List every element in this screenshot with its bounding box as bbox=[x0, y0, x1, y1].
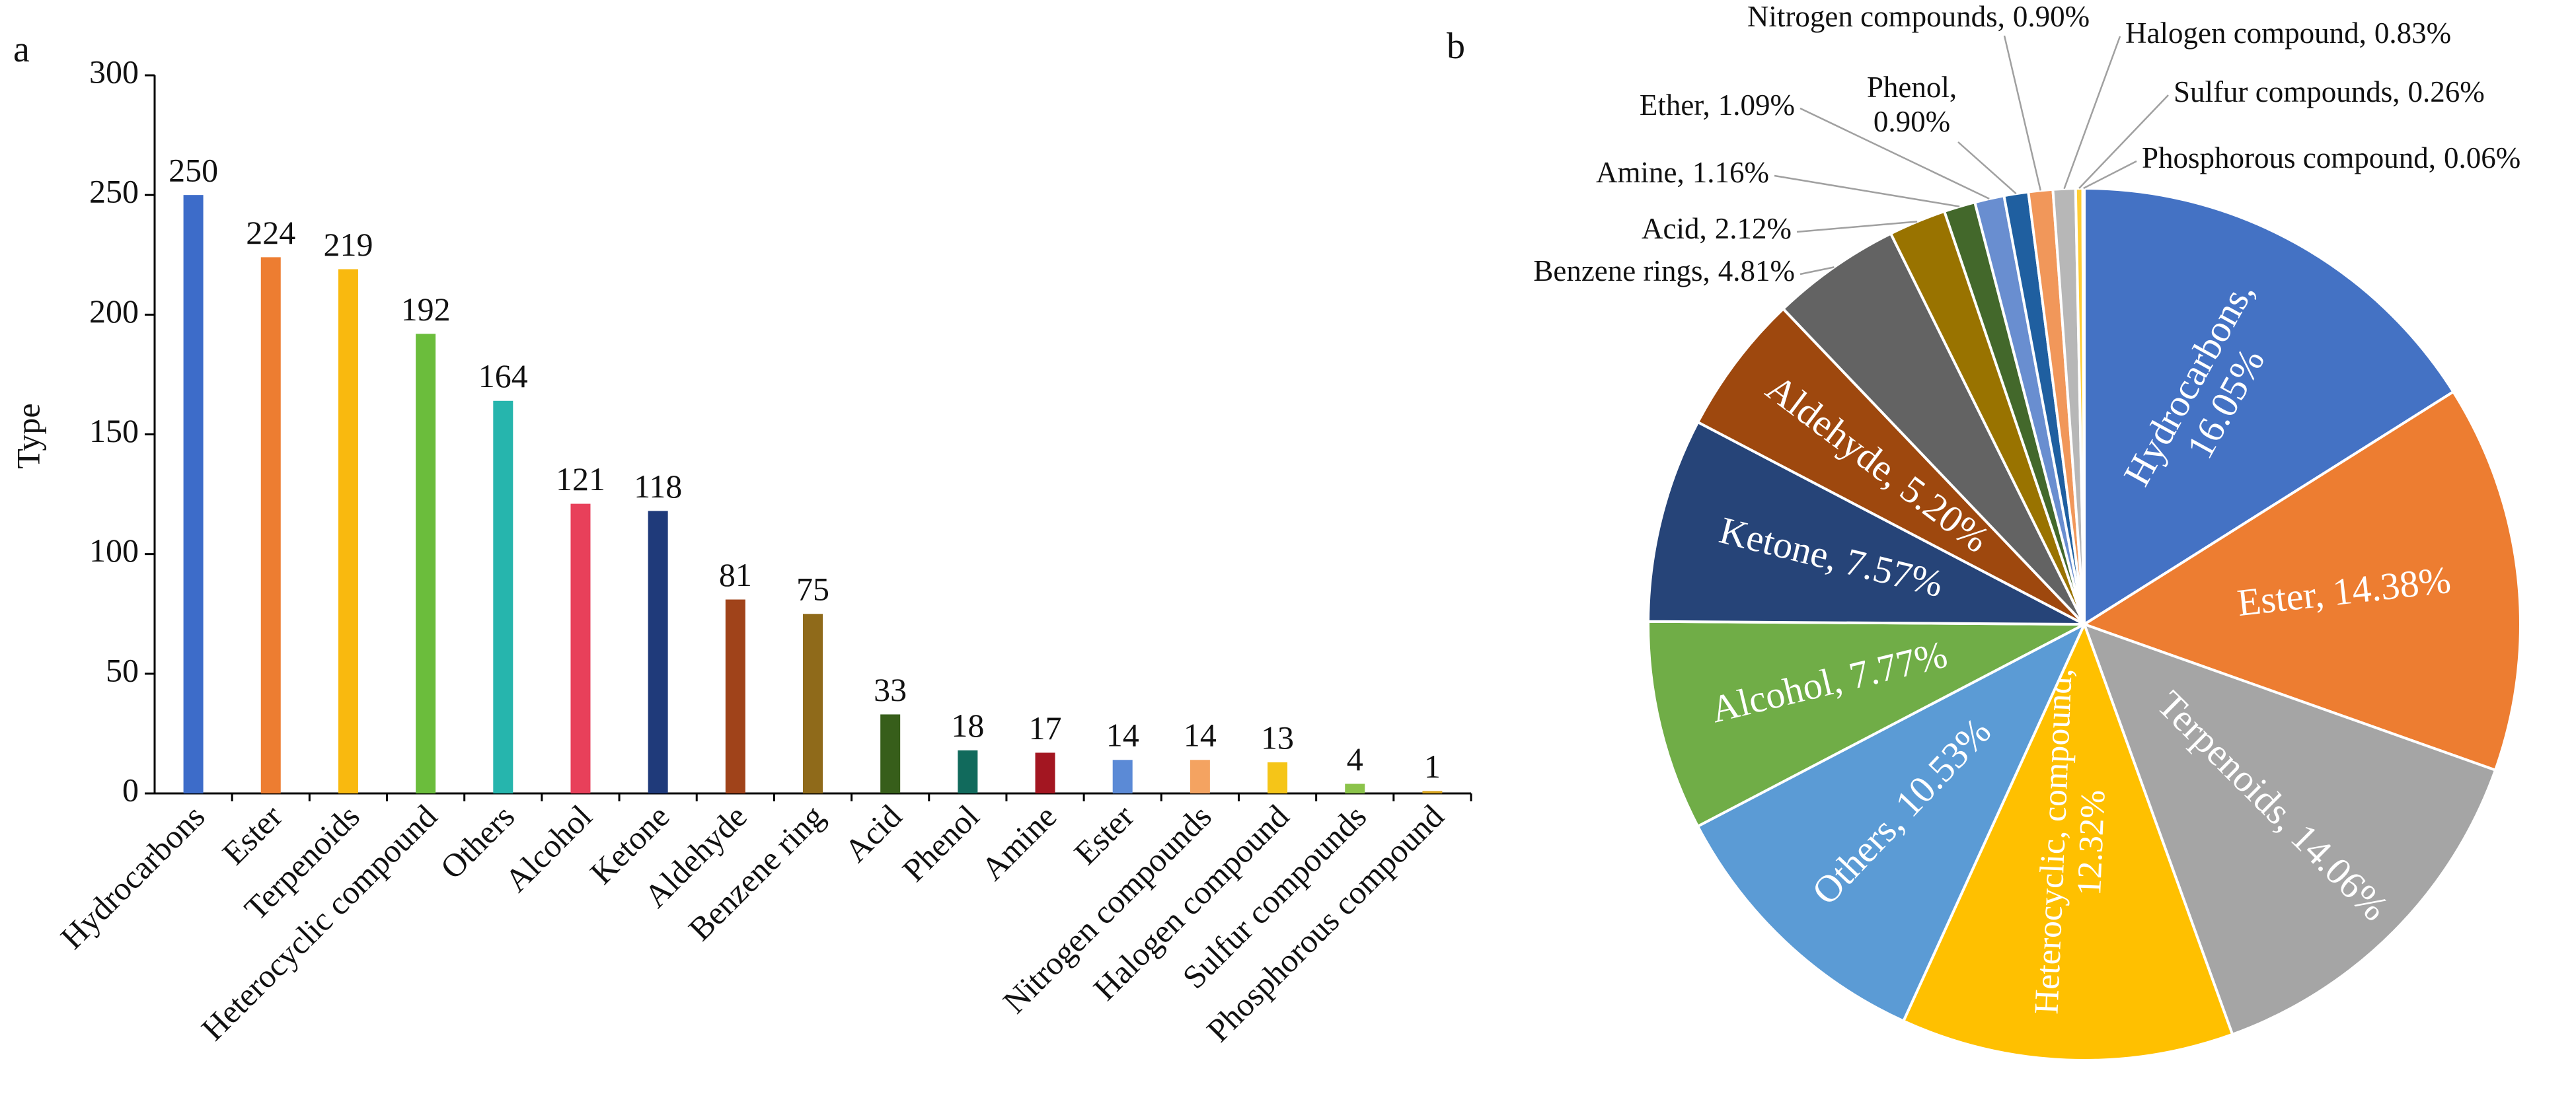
y-tick-label: 0 bbox=[122, 771, 139, 808]
pie-slice bbox=[2083, 186, 2456, 627]
slice-label-name: Ester, bbox=[2235, 572, 2326, 624]
slice-label-value: 0.83% bbox=[2374, 17, 2451, 50]
slice-label-name: Ether, bbox=[1640, 89, 1710, 122]
slice-label-value: 0.06% bbox=[2444, 141, 2520, 174]
panel-label: b bbox=[1447, 26, 1465, 67]
slice-label-value: 12.32% bbox=[2070, 789, 2112, 896]
slice-label: Acid, 2.12% bbox=[1642, 212, 1792, 245]
slice-label: Halogen compound, 0.83% bbox=[2125, 17, 2451, 50]
slice-label: Phenol, 0.90% bbox=[1867, 71, 1957, 138]
bar bbox=[1190, 760, 1210, 793]
leader-line bbox=[1957, 141, 2017, 195]
slice-label: Benzene rings, 4.81% bbox=[1533, 254, 1795, 287]
bar bbox=[338, 269, 358, 793]
slice-label-name: Sulfur compounds, bbox=[2174, 75, 2400, 108]
bar bbox=[1345, 784, 1365, 793]
pie-slice bbox=[1696, 307, 2086, 626]
slice-label-value: 2.12% bbox=[1715, 212, 1792, 245]
leader-line bbox=[1799, 107, 1990, 200]
y-tick-label: 250 bbox=[89, 173, 139, 210]
y-tick-label: 50 bbox=[106, 651, 139, 688]
data-label: 14 bbox=[1106, 717, 1139, 754]
x-tick-label: Alcohol bbox=[498, 797, 599, 899]
y-tick-label: 150 bbox=[89, 412, 139, 449]
slice-label-name: Benzene rings, bbox=[1533, 254, 1710, 287]
pie-slice bbox=[2081, 186, 2086, 625]
y-tick-label: 200 bbox=[89, 293, 139, 330]
leader-line bbox=[1799, 266, 1835, 275]
data-label: 4 bbox=[1347, 741, 1363, 778]
panel-label: a bbox=[13, 29, 30, 70]
bar bbox=[958, 750, 978, 793]
bar bbox=[493, 400, 513, 793]
data-label: 192 bbox=[401, 291, 451, 328]
data-label: 75 bbox=[796, 571, 829, 608]
leader-line bbox=[2083, 160, 2137, 190]
slice-label-value: 4.81% bbox=[1718, 254, 1795, 287]
x-tick-label: Hydrocarbons bbox=[54, 797, 212, 956]
data-label: 164 bbox=[478, 357, 528, 394]
slice-label-value: 1.09% bbox=[1718, 89, 1795, 122]
y-axis-label: Type bbox=[9, 403, 46, 468]
bar bbox=[1422, 791, 1443, 793]
pie-slice bbox=[1696, 621, 2088, 1023]
slice-label: Ether, 1.09% bbox=[1640, 89, 1795, 122]
leader-line bbox=[1774, 174, 1960, 207]
slice-label-name: Acid, bbox=[1642, 212, 1707, 245]
bar bbox=[183, 195, 204, 794]
x-tick-label: Acid bbox=[837, 797, 909, 869]
y-tick-label: 100 bbox=[89, 532, 139, 569]
slice-label-name: Phosphorous compound, bbox=[2142, 141, 2436, 174]
slice-label-name: Amine, bbox=[1596, 156, 1685, 189]
data-label: 17 bbox=[1029, 710, 1062, 747]
bar bbox=[803, 614, 823, 793]
bar bbox=[416, 334, 436, 793]
pie-slice bbox=[1646, 420, 2085, 626]
leader-line bbox=[2078, 94, 2169, 189]
data-label: 219 bbox=[323, 226, 373, 263]
bar bbox=[570, 503, 591, 793]
slice-label-value: 0.26% bbox=[2408, 75, 2485, 108]
data-label: 224 bbox=[246, 214, 295, 251]
y-tick-label: 300 bbox=[89, 53, 139, 90]
slice-label-name: Phenol, bbox=[1867, 71, 1957, 104]
slice-label-name: Nitrogen compounds, bbox=[1747, 0, 2005, 33]
slice-label: Nitrogen compounds, 0.90% bbox=[1747, 0, 2090, 33]
bar bbox=[1268, 762, 1288, 793]
x-tick-label: Phenol bbox=[895, 797, 986, 889]
slice-label: Phosphorous compound, 0.06% bbox=[2142, 141, 2520, 174]
bar bbox=[1035, 752, 1055, 793]
pie-slice bbox=[2081, 390, 2522, 772]
pie-slice bbox=[1901, 620, 2234, 1062]
x-tick-label: Amine bbox=[974, 797, 1064, 887]
bar bbox=[1112, 760, 1133, 793]
data-label: 81 bbox=[719, 556, 752, 593]
pie-slice bbox=[2082, 622, 2497, 1037]
slice-label: Amine, 1.16% bbox=[1596, 156, 1769, 189]
bar bbox=[260, 257, 281, 794]
data-label: 121 bbox=[556, 460, 605, 497]
data-label: 18 bbox=[951, 707, 984, 744]
data-label: 33 bbox=[874, 671, 907, 708]
slice-label-value: 1.16% bbox=[1692, 156, 1769, 189]
leader-line bbox=[2003, 35, 2041, 191]
bar bbox=[880, 714, 901, 793]
data-label: 118 bbox=[634, 468, 682, 505]
bar bbox=[725, 599, 745, 793]
data-label: 14 bbox=[1184, 717, 1217, 754]
bar bbox=[648, 511, 668, 793]
pie-slice bbox=[1647, 620, 2085, 828]
slice-label-value: 0.90% bbox=[2013, 0, 2090, 33]
slice-label: Sulfur compounds, 0.26% bbox=[2174, 75, 2485, 108]
slice-label-value: 0.90% bbox=[1874, 105, 1950, 138]
leader-line bbox=[2063, 36, 2121, 190]
slice-label-name: Halogen compound, bbox=[2125, 17, 2367, 50]
data-label: 250 bbox=[169, 152, 218, 189]
data-label: 1 bbox=[1424, 748, 1441, 785]
data-label: 13 bbox=[1261, 719, 1294, 756]
leader-line bbox=[1796, 221, 1918, 233]
